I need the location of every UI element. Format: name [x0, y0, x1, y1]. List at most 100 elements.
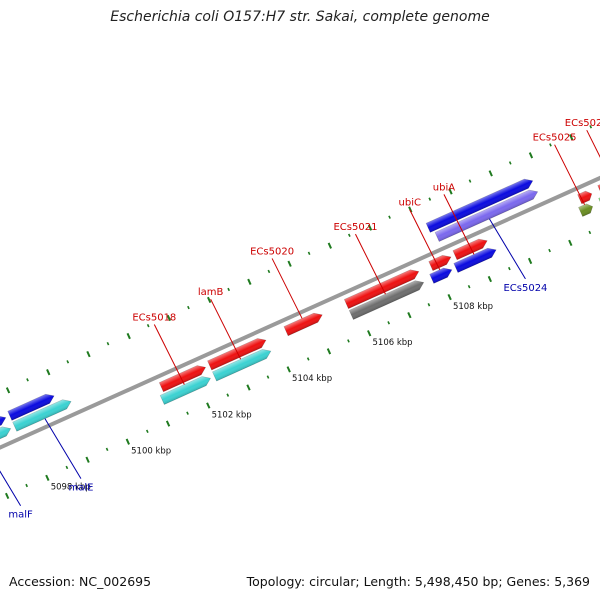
scale-tick: [247, 278, 252, 285]
scale-tick: [46, 369, 51, 376]
scale-tick: [206, 402, 211, 409]
gene-feature[interactable]: [453, 245, 498, 273]
scale-tick: [468, 179, 472, 183]
scale-tick: [387, 321, 391, 325]
gene-feature[interactable]: [207, 336, 268, 371]
scale-tick: [588, 230, 592, 235]
scale-tick: [126, 332, 131, 340]
gene-feature[interactable]: [0, 424, 13, 459]
gene-leader-line: [44, 418, 82, 479]
gene-label: ECs5020: [250, 246, 294, 257]
gene-leader-line: [586, 129, 600, 158]
gene-feature[interactable]: [348, 278, 426, 320]
gene-leader-line: [554, 144, 586, 205]
gene-label: ECs5018: [132, 313, 176, 324]
scale-tick: [528, 152, 534, 159]
scale-label: 5106 kbp: [373, 338, 413, 348]
gene-feature[interactable]: [343, 267, 421, 309]
gene-label: ECs5024: [503, 283, 547, 294]
scale-tick: [86, 350, 91, 358]
map-title: Escherichia coli O157:H7 str. Sakai, com…: [110, 9, 490, 25]
gene-leader-line: [355, 233, 386, 295]
gene-feature[interactable]: [7, 391, 56, 421]
scale-tick: [306, 357, 310, 361]
gene-feature[interactable]: [283, 310, 324, 337]
scale-tick: [25, 483, 28, 488]
scale-tick: [488, 170, 493, 177]
gene-feature[interactable]: [425, 176, 535, 233]
scale-tick: [266, 375, 270, 379]
scale-label: 5098 kbp: [51, 483, 91, 493]
scale-label: 5100 kbp: [131, 447, 171, 457]
scale-tick: [448, 188, 453, 195]
gene-leader-line: [443, 194, 475, 255]
scale-tick: [187, 305, 190, 310]
gene-label: ECs5021: [333, 222, 377, 233]
scale-tick: [508, 266, 511, 271]
gene-leader-line: [271, 258, 303, 319]
scale-tick: [508, 161, 512, 165]
accession-text: Accession: NC_002695: [9, 574, 152, 589]
scale-label: 5102 kbp: [212, 410, 252, 420]
scale-tick: [146, 323, 150, 328]
gene-feature[interactable]: [159, 374, 212, 405]
scale-tick: [287, 260, 292, 267]
scale-tick: [267, 269, 271, 274]
scale-tick: [347, 233, 351, 237]
scale-tick: [388, 215, 391, 219]
scale-tick: [367, 224, 373, 231]
scale-tick: [527, 257, 533, 265]
scale-tick: [307, 251, 311, 256]
scale-tick: [166, 314, 172, 322]
scale-tick: [347, 339, 350, 343]
gene-label: ubiA: [433, 182, 455, 193]
scale-tick: [589, 125, 593, 129]
gene-feature[interactable]: [158, 363, 207, 393]
gene-label: ECs5026: [565, 118, 600, 129]
gene-feature[interactable]: [578, 202, 595, 217]
gene-feature[interactable]: [0, 413, 8, 447]
gene-leader-line: [409, 209, 441, 270]
scale-tick: [85, 456, 90, 463]
scale-tick: [227, 287, 231, 292]
scale-tick: [548, 248, 551, 253]
scale-tick: [186, 411, 189, 415]
scale-tick: [427, 303, 431, 307]
scale-tick: [125, 438, 130, 445]
scale-tick: [428, 197, 432, 201]
gene-label: malE: [68, 483, 93, 494]
gene-feature[interactable]: [452, 236, 489, 261]
gene-feature[interactable]: [429, 265, 454, 284]
tick-layer: 5098 kbp 5100 kbp 5102 kbp 5104 kbp 5106 kbp…: [5, 125, 593, 500]
scale-tick: [447, 293, 452, 301]
scale-tick: [65, 465, 69, 470]
gene-label: malF: [8, 510, 33, 521]
gene-label: lamB: [198, 287, 224, 298]
gene-feature[interactable]: [212, 347, 272, 382]
scale-tick: [106, 342, 110, 346]
scale-label: 5108 kbp: [453, 302, 493, 312]
scale-tick: [5, 387, 11, 394]
scale-tick: [549, 143, 552, 147]
scale-tick: [145, 429, 149, 433]
scale-tick: [165, 420, 171, 427]
scale-label: 5104 kbp: [292, 374, 332, 384]
scale-tick: [66, 360, 70, 364]
gene-label: ECs5025: [533, 133, 577, 144]
gene-feature[interactable]: [577, 189, 594, 205]
gene-label: ubiC: [399, 198, 421, 209]
scale-tick: [26, 378, 29, 382]
scale-tick: [407, 312, 412, 319]
scale-tick: [226, 393, 230, 397]
gene-leader-line: [489, 218, 526, 280]
scale-tick: [327, 242, 332, 249]
gene-feature[interactable]: [12, 397, 73, 432]
genome-stats-text: Topology: circular; Length: 5,498,450 bp…: [246, 574, 590, 589]
gene-leader-line: [210, 298, 242, 360]
scale-tick: [246, 384, 251, 391]
scale-tick: [568, 239, 573, 247]
scale-tick: [487, 275, 493, 283]
scale-tick: [569, 134, 574, 141]
label-layer: malF malE ECs5018 lamB ECs5020 ECs5021 ubiC ubi…: [0, 118, 600, 521]
